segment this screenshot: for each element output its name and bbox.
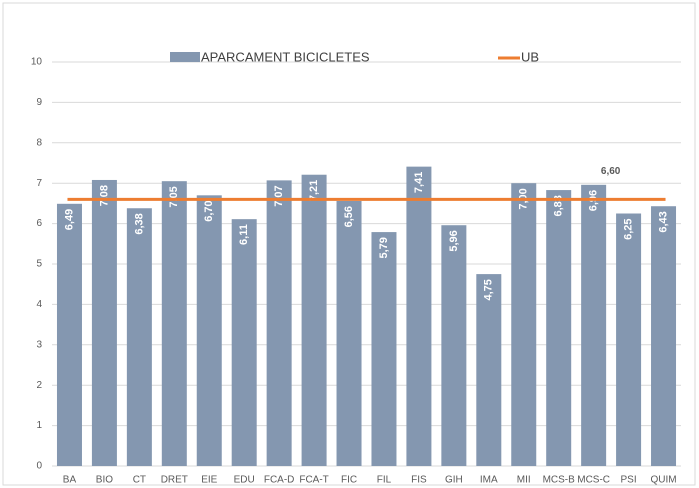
y-tick-label: 6 bbox=[36, 218, 42, 229]
bar bbox=[546, 190, 572, 466]
bar bbox=[196, 195, 222, 466]
value-label: 7,08 bbox=[98, 185, 110, 206]
reference-label: 6,60 bbox=[601, 166, 621, 177]
bar bbox=[616, 213, 642, 466]
x-tick-label: MCS-C bbox=[577, 475, 610, 486]
value-label: 6,49 bbox=[63, 209, 75, 230]
y-tick-label: 0 bbox=[36, 461, 42, 472]
x-tick-label: MCS-B bbox=[543, 475, 576, 486]
legend-swatch bbox=[170, 52, 200, 62]
x-tick-label: EIE bbox=[201, 475, 217, 486]
y-tick-label: 1 bbox=[36, 420, 42, 431]
bar bbox=[476, 274, 502, 466]
value-label: 4,75 bbox=[483, 279, 495, 300]
x-tick-label: DRET bbox=[161, 475, 188, 486]
y-tick-label: 8 bbox=[36, 137, 42, 148]
legend-label: APARCAMENT BICICLETES bbox=[201, 49, 370, 64]
x-tick-label: GIH bbox=[445, 475, 463, 486]
x-tick-label: EDU bbox=[234, 475, 255, 486]
x-tick-label: IMA bbox=[480, 475, 498, 486]
bar bbox=[301, 174, 327, 466]
value-label: 6,56 bbox=[343, 206, 355, 227]
bar bbox=[161, 181, 187, 466]
value-label: 6,70 bbox=[203, 200, 215, 221]
bar bbox=[441, 225, 467, 466]
x-tick-label: MII bbox=[517, 475, 531, 486]
bar bbox=[336, 200, 362, 466]
x-tick-label: FIL bbox=[377, 475, 392, 486]
y-tick-label: 2 bbox=[36, 380, 42, 391]
x-tick-label: BA bbox=[63, 475, 77, 486]
bar bbox=[56, 203, 82, 466]
y-tick-label: 4 bbox=[36, 299, 42, 310]
value-label: 7,41 bbox=[413, 172, 425, 193]
bar bbox=[231, 219, 257, 466]
bar bbox=[266, 180, 292, 466]
x-tick-label: QUIM bbox=[650, 475, 676, 486]
value-label: 6,25 bbox=[622, 219, 634, 240]
y-tick-label: 5 bbox=[36, 259, 42, 270]
bar bbox=[651, 206, 677, 466]
x-tick-label: CT bbox=[133, 475, 146, 486]
legend-label: UB bbox=[521, 49, 539, 64]
value-label: 7,07 bbox=[273, 185, 285, 206]
value-label: 6,38 bbox=[133, 213, 145, 234]
y-tick-label: 10 bbox=[31, 57, 43, 68]
y-tick-label: 7 bbox=[36, 178, 42, 189]
bar bbox=[581, 184, 607, 467]
value-label: 5,96 bbox=[448, 230, 460, 251]
x-tick-label: FIC bbox=[341, 475, 357, 486]
bar bbox=[91, 179, 117, 466]
x-tick-label: FCA-T bbox=[299, 475, 328, 486]
x-tick-label: PSI bbox=[621, 475, 637, 486]
value-label: 7,21 bbox=[308, 180, 320, 201]
value-label: 7,05 bbox=[168, 186, 180, 207]
y-tick-label: 3 bbox=[36, 339, 42, 350]
value-label: 6,11 bbox=[238, 224, 250, 245]
bar bbox=[406, 166, 432, 467]
bar bbox=[126, 208, 152, 467]
x-tick-label: FCA-D bbox=[264, 475, 295, 486]
value-label: 5,79 bbox=[378, 237, 390, 258]
bar bbox=[511, 183, 537, 466]
value-label: 6,43 bbox=[657, 211, 669, 232]
y-tick-label: 9 bbox=[36, 97, 42, 108]
bar bbox=[371, 232, 397, 466]
x-tick-label: FIS bbox=[411, 475, 427, 486]
x-tick-label: BIO bbox=[96, 475, 113, 486]
